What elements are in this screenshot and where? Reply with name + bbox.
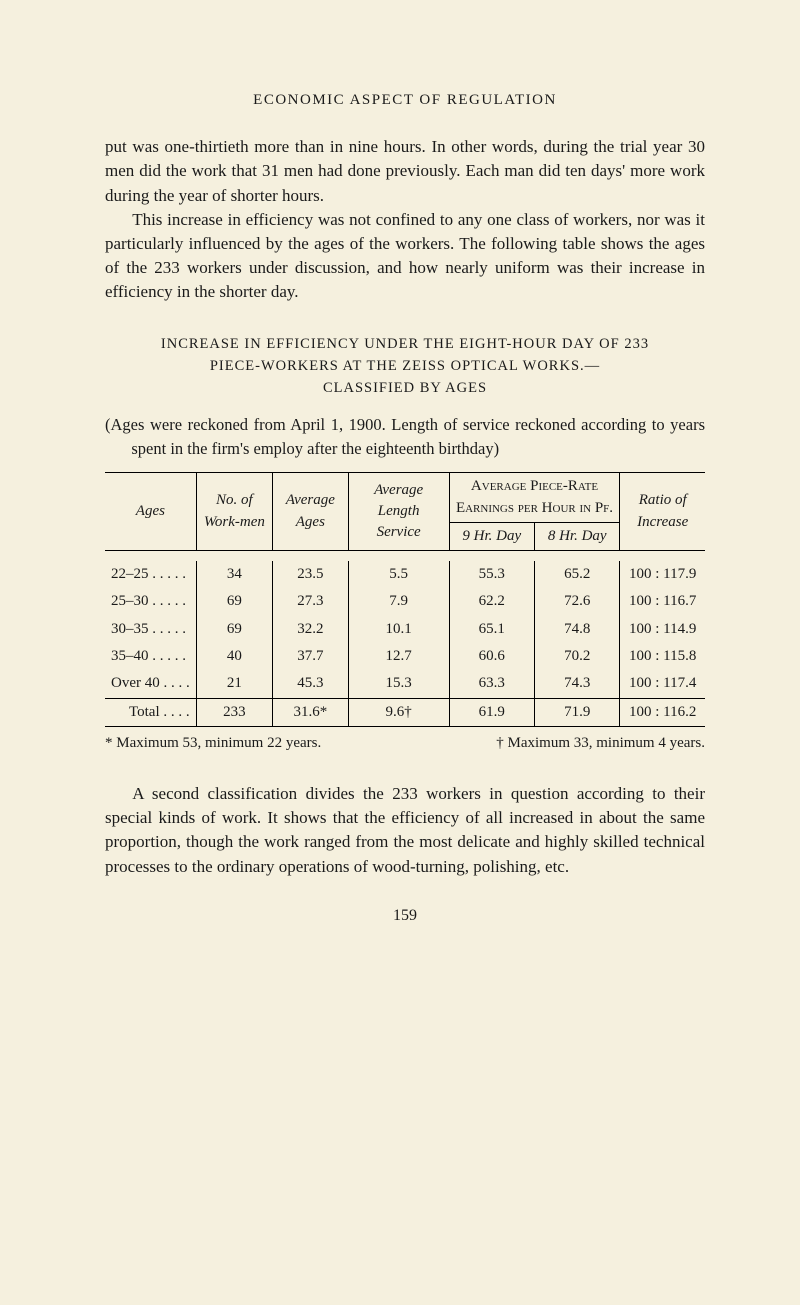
- table-row: 22–25 . . . . . 34 23.5 5.5 55.3 65.2 10…: [105, 561, 705, 588]
- page: ECONOMIC ASPECT OF REGULATION put was on…: [0, 0, 800, 987]
- cell-total-label: Total . . . .: [105, 698, 196, 726]
- cell-nine: 60.6: [449, 643, 534, 670]
- th-workmen: No. of Work-men: [196, 473, 272, 551]
- cell-nine: 65.1: [449, 616, 534, 643]
- cell-ages: Over 40 . . . .: [105, 670, 196, 698]
- cell-ratio: 100 : 114.9: [620, 616, 705, 643]
- cell-eight: 65.2: [535, 561, 620, 588]
- cell-avg-ages: 23.5: [273, 561, 349, 588]
- footnote-right: † Maximum 33, minimum 4 years.: [496, 733, 705, 754]
- table-title-line-2: PIECE-WORKERS AT THE ZEISS OPTICAL WORKS…: [210, 358, 600, 374]
- th-eight: 8 Hr. Day: [535, 522, 620, 550]
- cell-total-eight: 71.9: [535, 698, 620, 726]
- th-ages: Ages: [105, 473, 196, 551]
- th-ratio: Ratio of Increase: [620, 473, 705, 551]
- cell-eight: 70.2: [535, 643, 620, 670]
- cell-ratio: 100 : 116.7: [620, 588, 705, 615]
- footnote-left: * Maximum 53, minimum 22 years.: [105, 733, 321, 754]
- cell-total-workmen: 233: [196, 698, 272, 726]
- cell-nine: 62.2: [449, 588, 534, 615]
- cell-nine: 63.3: [449, 670, 534, 698]
- cell-total-avg-ages: 31.6*: [273, 698, 349, 726]
- cell-avg-len: 7.9: [348, 588, 449, 615]
- cell-ages: 30–35 . . . . .: [105, 616, 196, 643]
- cell-total-ratio: 100 : 116.2: [620, 698, 705, 726]
- paragraph-2: This increase in efficiency was not conf…: [105, 208, 705, 305]
- cell-ratio: 100 : 117.4: [620, 670, 705, 698]
- table-row: Over 40 . . . . 21 45.3 15.3 63.3 74.3 1…: [105, 670, 705, 698]
- cell-avg-ages: 45.3: [273, 670, 349, 698]
- running-head: ECONOMIC ASPECT OF REGULATION: [105, 90, 705, 111]
- efficiency-table: Ages No. of Work-men Average Ages Averag…: [105, 472, 705, 727]
- paragraph-3: A second classification divides the 233 …: [105, 782, 705, 879]
- table-title-line-1: INCREASE IN EFFICIENCY UNDER THE EIGHT-H…: [161, 336, 649, 352]
- th-nine: 9 Hr. Day: [449, 522, 534, 550]
- cell-workmen: 69: [196, 588, 272, 615]
- cell-avg-ages: 27.3: [273, 588, 349, 615]
- table-row: 25–30 . . . . . 69 27.3 7.9 62.2 72.6 10…: [105, 588, 705, 615]
- cell-eight: 74.8: [535, 616, 620, 643]
- cell-workmen: 40: [196, 643, 272, 670]
- table-row: 35–40 . . . . . 40 37.7 12.7 60.6 70.2 1…: [105, 643, 705, 670]
- table-row: 30–35 . . . . . 69 32.2 10.1 65.1 74.8 1…: [105, 616, 705, 643]
- cell-ages: 25–30 . . . . .: [105, 588, 196, 615]
- cell-avg-ages: 32.2: [273, 616, 349, 643]
- cell-avg-len: 15.3: [348, 670, 449, 698]
- cell-workmen: 34: [196, 561, 272, 588]
- cell-eight: 74.3: [535, 670, 620, 698]
- cell-avg-len: 10.1: [348, 616, 449, 643]
- cell-total-nine: 61.9: [449, 698, 534, 726]
- table-total-row: Total . . . . 233 31.6* 9.6† 61.9 71.9 1…: [105, 698, 705, 726]
- cell-ages: 22–25 . . . . .: [105, 561, 196, 588]
- cell-avg-len: 5.5: [348, 561, 449, 588]
- cell-ratio: 100 : 115.8: [620, 643, 705, 670]
- th-avg-len: Average Length Service: [348, 473, 449, 551]
- table-footnotes: * Maximum 53, minimum 22 years. † Maximu…: [105, 733, 705, 754]
- cell-avg-len: 12.7: [348, 643, 449, 670]
- paragraph-1: put was one-thirtieth more than in nine …: [105, 135, 705, 207]
- cell-avg-ages: 37.7: [273, 643, 349, 670]
- cell-total-avg-len: 9.6†: [348, 698, 449, 726]
- table-title-line-3: CLASSIFIED BY AGES: [323, 380, 487, 396]
- cell-workmen: 21: [196, 670, 272, 698]
- cell-nine: 55.3: [449, 561, 534, 588]
- ages-note: (Ages were reckoned from April 1, 1900. …: [105, 413, 705, 460]
- page-number: 159: [105, 905, 705, 928]
- cell-ratio: 100 : 117.9: [620, 561, 705, 588]
- cell-workmen: 69: [196, 616, 272, 643]
- table-title: INCREASE IN EFFICIENCY UNDER THE EIGHT-H…: [105, 334, 705, 399]
- cell-eight: 72.6: [535, 588, 620, 615]
- th-avg-ages: Average Ages: [273, 473, 349, 551]
- th-earnings: Average Piece-Rate Earnings per Hour in …: [449, 473, 620, 523]
- cell-ages: 35–40 . . . . .: [105, 643, 196, 670]
